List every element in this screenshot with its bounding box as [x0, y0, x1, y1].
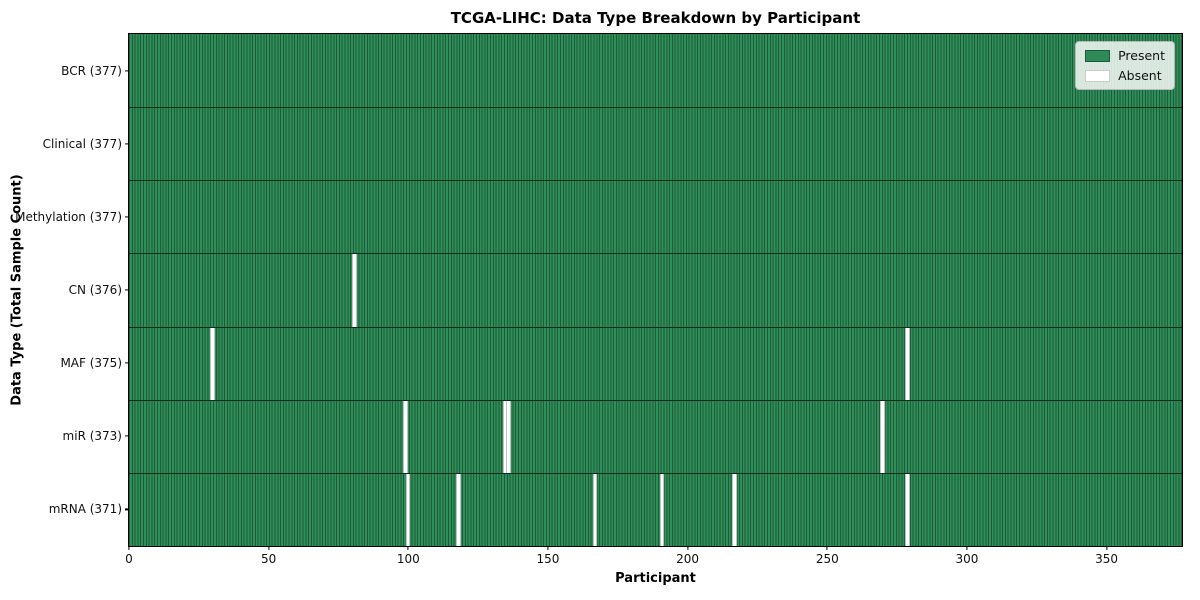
- y-tick-label-mrna: mRNA (371): [48, 502, 122, 517]
- y-tick-label-clinical: Clinical (377): [42, 136, 122, 151]
- heatmap-row-bcr: [129, 34, 1182, 107]
- absent-cell: [905, 327, 911, 400]
- legend: Present Absent: [1075, 41, 1175, 90]
- heatmap-row-methylation: [129, 180, 1182, 253]
- absent-cell: [592, 473, 598, 546]
- legend-item-present: Present: [1085, 48, 1165, 63]
- x-tick-mark: [407, 546, 409, 550]
- x-tick-label-150: 150: [536, 552, 560, 566]
- heatmap-row-cn: [129, 253, 1182, 327]
- x-tick-mark: [268, 546, 270, 550]
- legend-label-absent: Absent: [1118, 68, 1162, 83]
- absent-cell: [210, 327, 215, 400]
- x-tick-mark: [547, 546, 549, 550]
- absent-cell: [506, 400, 511, 473]
- heatmap-row-mir: [129, 399, 1182, 473]
- x-axis-label: Participant: [615, 571, 696, 586]
- x-tick-mark: [966, 546, 968, 550]
- legend-swatch-absent: [1085, 69, 1111, 82]
- heatmap-row-mrna: [129, 472, 1182, 546]
- plot-area: BCR (377) Clinical (377) Methylation (377)…: [15, 33, 1183, 566]
- x-tick-label-0: 0: [125, 552, 133, 566]
- y-tick-label-maf: MAF (375): [60, 356, 122, 371]
- absent-cell: [455, 473, 461, 546]
- chart-title: TCGA-LIHC: Data Type Breakdown by Partic…: [450, 9, 861, 27]
- x-tick-label-300: 300: [955, 552, 979, 566]
- x-tick-mark: [1105, 546, 1108, 550]
- legend-label-present: Present: [1118, 48, 1165, 63]
- x-tick-mark: [128, 546, 130, 550]
- absent-cell: [880, 400, 886, 473]
- absent-cell: [732, 473, 738, 546]
- x-tick-label-50: 50: [261, 552, 277, 566]
- absent-cell: [659, 473, 665, 546]
- legend-item-absent: Absent: [1085, 68, 1165, 83]
- y-tick-label-methylation: Methylation (377): [15, 209, 122, 224]
- x-tick-label-200: 200: [676, 552, 700, 566]
- heatmap-rows: [129, 34, 1182, 546]
- heatmap-row-maf: [129, 326, 1182, 400]
- x-tick-label-350: 350: [1095, 552, 1119, 566]
- y-tick-label-bcr: BCR (377): [61, 63, 122, 78]
- x-tick-label-100: 100: [396, 552, 420, 566]
- absent-cell: [352, 254, 358, 327]
- x-tick-mark: [687, 546, 689, 550]
- heatmap-row-clinical: [129, 107, 1182, 180]
- x-tick-label-250: 250: [815, 552, 839, 566]
- y-tick-label-mir: miR (373): [62, 429, 122, 444]
- y-axis-label: Data Type (Total Sample Count): [9, 174, 25, 406]
- absent-cell: [905, 473, 911, 546]
- x-tick-mark: [826, 546, 828, 550]
- absent-cell: [402, 400, 408, 473]
- absent-cell: [405, 473, 411, 546]
- y-tick-label-cn: CN (376): [68, 283, 122, 297]
- legend-swatch-present: [1085, 49, 1111, 62]
